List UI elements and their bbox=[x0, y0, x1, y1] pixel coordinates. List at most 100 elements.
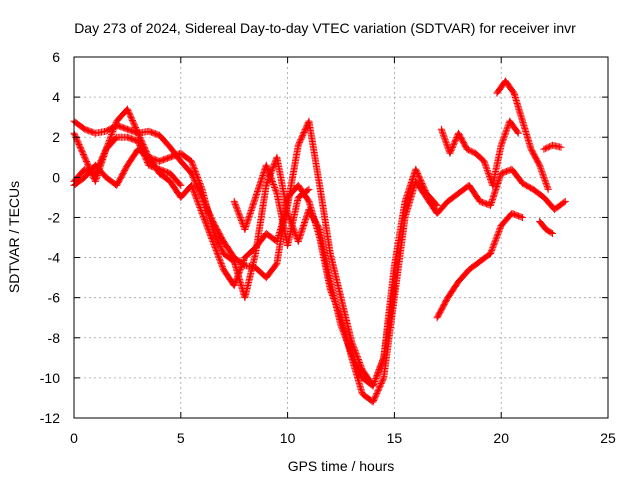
series-4 bbox=[230, 161, 313, 250]
data-point bbox=[500, 132, 508, 140]
x-tick-label: 25 bbox=[600, 430, 616, 446]
data-point bbox=[213, 249, 221, 257]
series-2 bbox=[70, 145, 398, 390]
data-point bbox=[544, 184, 552, 192]
data-point bbox=[216, 257, 224, 265]
series-3 bbox=[70, 133, 185, 189]
data-point bbox=[216, 255, 224, 263]
data-point bbox=[378, 358, 386, 366]
data-point bbox=[214, 252, 222, 260]
data-point bbox=[498, 140, 506, 148]
data-point bbox=[517, 213, 525, 221]
data-point bbox=[108, 129, 116, 137]
data-point bbox=[493, 232, 501, 240]
data-point bbox=[440, 131, 448, 139]
series-6 bbox=[433, 209, 527, 322]
data-point bbox=[343, 338, 351, 346]
data-point bbox=[196, 181, 204, 189]
data-point bbox=[108, 130, 116, 138]
data-point bbox=[557, 143, 565, 151]
data-point bbox=[439, 130, 447, 138]
data-point bbox=[195, 202, 203, 210]
data-point bbox=[539, 172, 547, 180]
data-point bbox=[433, 201, 441, 209]
data-point bbox=[493, 233, 501, 241]
series-7 bbox=[493, 77, 552, 193]
data-point bbox=[188, 159, 196, 167]
data-point bbox=[235, 211, 243, 219]
data-point bbox=[514, 129, 522, 137]
data-point bbox=[501, 129, 509, 137]
data-point bbox=[374, 370, 382, 378]
data-point bbox=[491, 238, 499, 246]
data-point bbox=[544, 185, 552, 193]
data-point bbox=[345, 342, 353, 350]
data-point bbox=[197, 206, 205, 214]
y-tick-label: -10 bbox=[40, 370, 60, 386]
data-point bbox=[109, 126, 117, 134]
data-point bbox=[487, 250, 495, 258]
data-point bbox=[214, 251, 222, 259]
data-point bbox=[447, 148, 455, 156]
data-point bbox=[440, 133, 448, 141]
data-point bbox=[495, 227, 503, 235]
data-point bbox=[346, 345, 354, 353]
y-tick-label: -8 bbox=[48, 330, 61, 346]
data-point bbox=[263, 178, 271, 186]
data-point bbox=[448, 145, 456, 153]
data-point bbox=[236, 212, 244, 220]
data-point bbox=[284, 209, 292, 217]
data-point bbox=[450, 141, 458, 149]
data-point bbox=[192, 169, 200, 177]
data-point bbox=[488, 245, 496, 253]
data-point bbox=[264, 167, 272, 175]
data-point bbox=[499, 137, 507, 145]
data-point bbox=[190, 165, 198, 173]
series-5 bbox=[437, 117, 522, 189]
data-point bbox=[374, 369, 382, 377]
data-markers bbox=[70, 77, 569, 406]
data-point bbox=[490, 241, 498, 249]
data-point bbox=[373, 372, 381, 380]
data-point bbox=[513, 128, 521, 136]
data-point bbox=[490, 239, 498, 247]
data-point bbox=[315, 224, 323, 232]
data-point bbox=[547, 229, 555, 237]
data-point bbox=[187, 181, 195, 189]
data-point bbox=[543, 182, 551, 190]
data-point bbox=[482, 162, 490, 170]
data-point bbox=[198, 209, 206, 217]
chart-title: Day 273 of 2024, Sidereal Day-to-day VTE… bbox=[74, 20, 576, 36]
data-point bbox=[304, 186, 312, 194]
data-point bbox=[217, 258, 225, 266]
data-point bbox=[269, 179, 277, 187]
data-point bbox=[200, 214, 208, 222]
data-point bbox=[194, 175, 202, 183]
x-axis: 0 5 10 15 20 25 bbox=[70, 57, 616, 446]
data-point bbox=[189, 162, 197, 170]
data-point bbox=[438, 127, 446, 135]
data-point bbox=[212, 245, 220, 253]
data-point bbox=[190, 163, 198, 171]
data-point bbox=[503, 125, 511, 133]
data-point bbox=[543, 144, 551, 152]
data-point bbox=[489, 244, 497, 252]
data-point bbox=[370, 380, 378, 388]
data-point bbox=[194, 174, 202, 182]
data-point bbox=[501, 131, 509, 139]
x-tick-label: 5 bbox=[177, 430, 185, 446]
data-point bbox=[537, 164, 545, 172]
data-point bbox=[265, 169, 273, 177]
data-point bbox=[197, 182, 205, 190]
y-tick-label: -2 bbox=[48, 209, 61, 225]
data-point bbox=[231, 199, 239, 207]
data-point bbox=[192, 193, 200, 201]
data-point bbox=[266, 172, 274, 180]
data-point bbox=[338, 323, 346, 331]
series-9 bbox=[540, 141, 565, 153]
y-tick-label: 4 bbox=[52, 89, 60, 105]
data-point bbox=[492, 235, 500, 243]
data-point bbox=[232, 203, 240, 211]
data-point bbox=[544, 143, 552, 151]
data-point bbox=[268, 176, 276, 184]
